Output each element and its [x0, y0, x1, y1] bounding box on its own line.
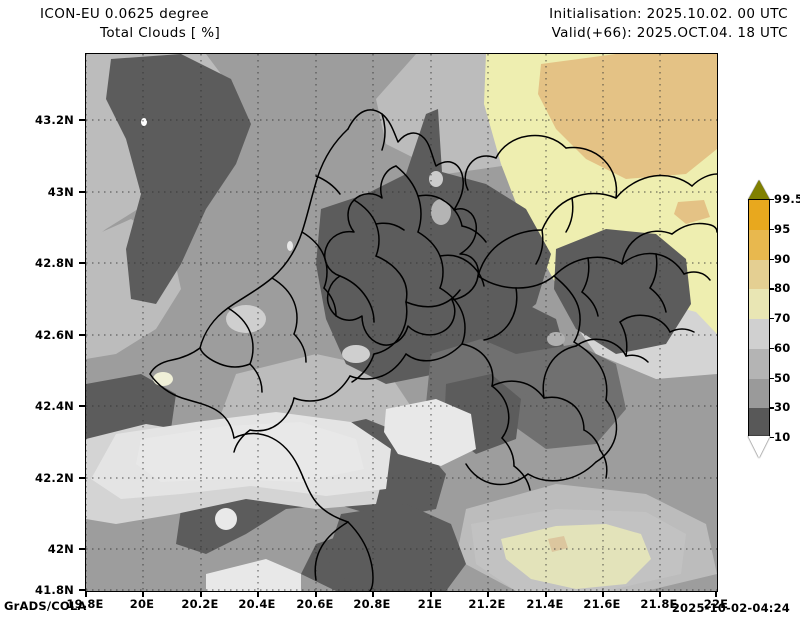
colorbar-tick — [770, 318, 774, 320]
y-tick — [79, 191, 85, 193]
colorbar-label-99.5: 99.5 — [774, 192, 800, 206]
colorbar-band-30-50 — [749, 378, 769, 409]
colorbar-body — [748, 199, 770, 438]
x-tick — [85, 591, 87, 597]
colorbar-band-10-30 — [749, 408, 769, 438]
colorbar-label-60: 60 — [774, 340, 791, 355]
x-tick — [257, 591, 259, 597]
x-axis-label: 22E — [703, 597, 729, 611]
y-tick — [79, 405, 85, 407]
x-axis-label: 19.8E — [66, 597, 104, 611]
colorbar-tick — [770, 377, 774, 379]
x-tick — [659, 591, 661, 597]
x-axis-label: 21E — [417, 597, 443, 611]
map-plot-area[interactable] — [85, 53, 718, 592]
x-tick — [545, 591, 547, 597]
x-axis-label: 20.2E — [181, 597, 219, 611]
initialisation-time: Initialisation: 2025.10.02. 00 UTC — [549, 6, 788, 22]
colorbar[interactable]: 99.5 95 90 80 70 60 50 30 10 — [748, 180, 800, 458]
x-axis-label: 21.4E — [526, 597, 564, 611]
colorbar-bottom-arrow — [748, 436, 770, 458]
x-tick — [142, 591, 144, 597]
colorbar-band-80-90 — [749, 259, 769, 290]
colorbar-band-60-70 — [749, 319, 769, 349]
y-axis-label: 42N — [47, 542, 74, 556]
x-tick — [715, 591, 717, 597]
colorbar-band-95-99.5 — [749, 200, 769, 230]
y-axis-label: 42.4N — [35, 399, 74, 413]
header-left: ICON-EU 0.0625 degree Total Clouds [ %] — [40, 6, 220, 41]
colorbar-tick — [770, 199, 774, 201]
colorbar-label-30: 30 — [774, 400, 791, 415]
x-tick — [200, 591, 202, 597]
y-axis-label: 41.8N — [35, 583, 74, 597]
y-tick — [79, 334, 85, 336]
colorbar-band-50-60 — [749, 348, 769, 379]
colorbar-tick — [770, 228, 774, 231]
grads-credit: GrADS/COLA — [4, 599, 87, 613]
valid-time: Valid(+66): 2025.OCT.04. 18 UTC — [551, 25, 788, 41]
x-tick — [315, 591, 317, 597]
x-axis-label: 20.8E — [353, 597, 391, 611]
x-axis-label: 20E — [129, 597, 155, 611]
y-tick — [79, 119, 85, 121]
y-tick — [79, 548, 85, 550]
colorbar-label-90: 90 — [774, 251, 791, 266]
x-tick — [487, 591, 489, 597]
y-axis-label: 43N — [47, 185, 74, 199]
colorbar-label-10: 10 — [774, 430, 791, 444]
y-axis-label: 42.8N — [35, 256, 74, 270]
colorbar-tick — [770, 437, 774, 439]
colorbar-tick — [770, 258, 774, 260]
header-right: Initialisation: 2025.10.02. 00 UTC Valid… — [549, 6, 788, 41]
y-tick — [79, 262, 85, 264]
colorbar-tick — [770, 288, 774, 290]
colorbar-label-80: 80 — [774, 281, 791, 296]
y-axis-label: 43.2N — [35, 113, 74, 127]
render-timestamp: 2025-10-02-04:24 — [671, 601, 790, 615]
y-axis-label: 42.6N — [35, 328, 74, 342]
y-axis-label: 42.2N — [35, 471, 74, 485]
y-tick — [79, 589, 85, 591]
y-tick — [79, 477, 85, 479]
colorbar-top-arrow — [748, 180, 770, 200]
field-title: Total Clouds [ %] — [100, 25, 221, 41]
colorbar-label-50: 50 — [774, 370, 791, 385]
colorbar-tick — [770, 347, 774, 350]
x-axis-label: 20.4E — [238, 597, 276, 611]
x-tick — [430, 591, 432, 597]
model-title: ICON-EU 0.0625 degree — [40, 6, 209, 22]
colorbar-label-95: 95 — [774, 221, 791, 236]
colorbar-label-70: 70 — [774, 311, 791, 325]
x-tick — [372, 591, 374, 597]
colorbar-band-70-80 — [749, 289, 769, 319]
x-tick — [602, 591, 604, 597]
colorbar-tick — [770, 407, 774, 409]
x-axis-label: 20.6E — [296, 597, 334, 611]
x-axis-label: 21.8E — [640, 597, 678, 611]
cloud-cover-field — [86, 54, 717, 591]
x-axis-label: 21.2E — [468, 597, 506, 611]
x-axis-label: 21.6E — [583, 597, 621, 611]
colorbar-band-90-95 — [749, 229, 769, 260]
